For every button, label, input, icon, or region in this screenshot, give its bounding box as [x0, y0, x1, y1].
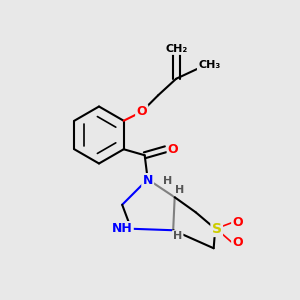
Text: O: O	[232, 216, 243, 229]
Text: S: S	[212, 222, 222, 236]
Text: H: H	[175, 185, 184, 195]
Text: N: N	[142, 174, 153, 187]
Text: O: O	[232, 236, 243, 249]
Text: H: H	[163, 176, 172, 186]
Text: O: O	[136, 105, 147, 118]
Text: CH₃: CH₃	[198, 60, 220, 70]
Text: NH: NH	[112, 222, 133, 235]
Text: CH₂: CH₂	[165, 44, 187, 54]
Text: O: O	[168, 143, 178, 156]
Text: H: H	[173, 231, 182, 241]
